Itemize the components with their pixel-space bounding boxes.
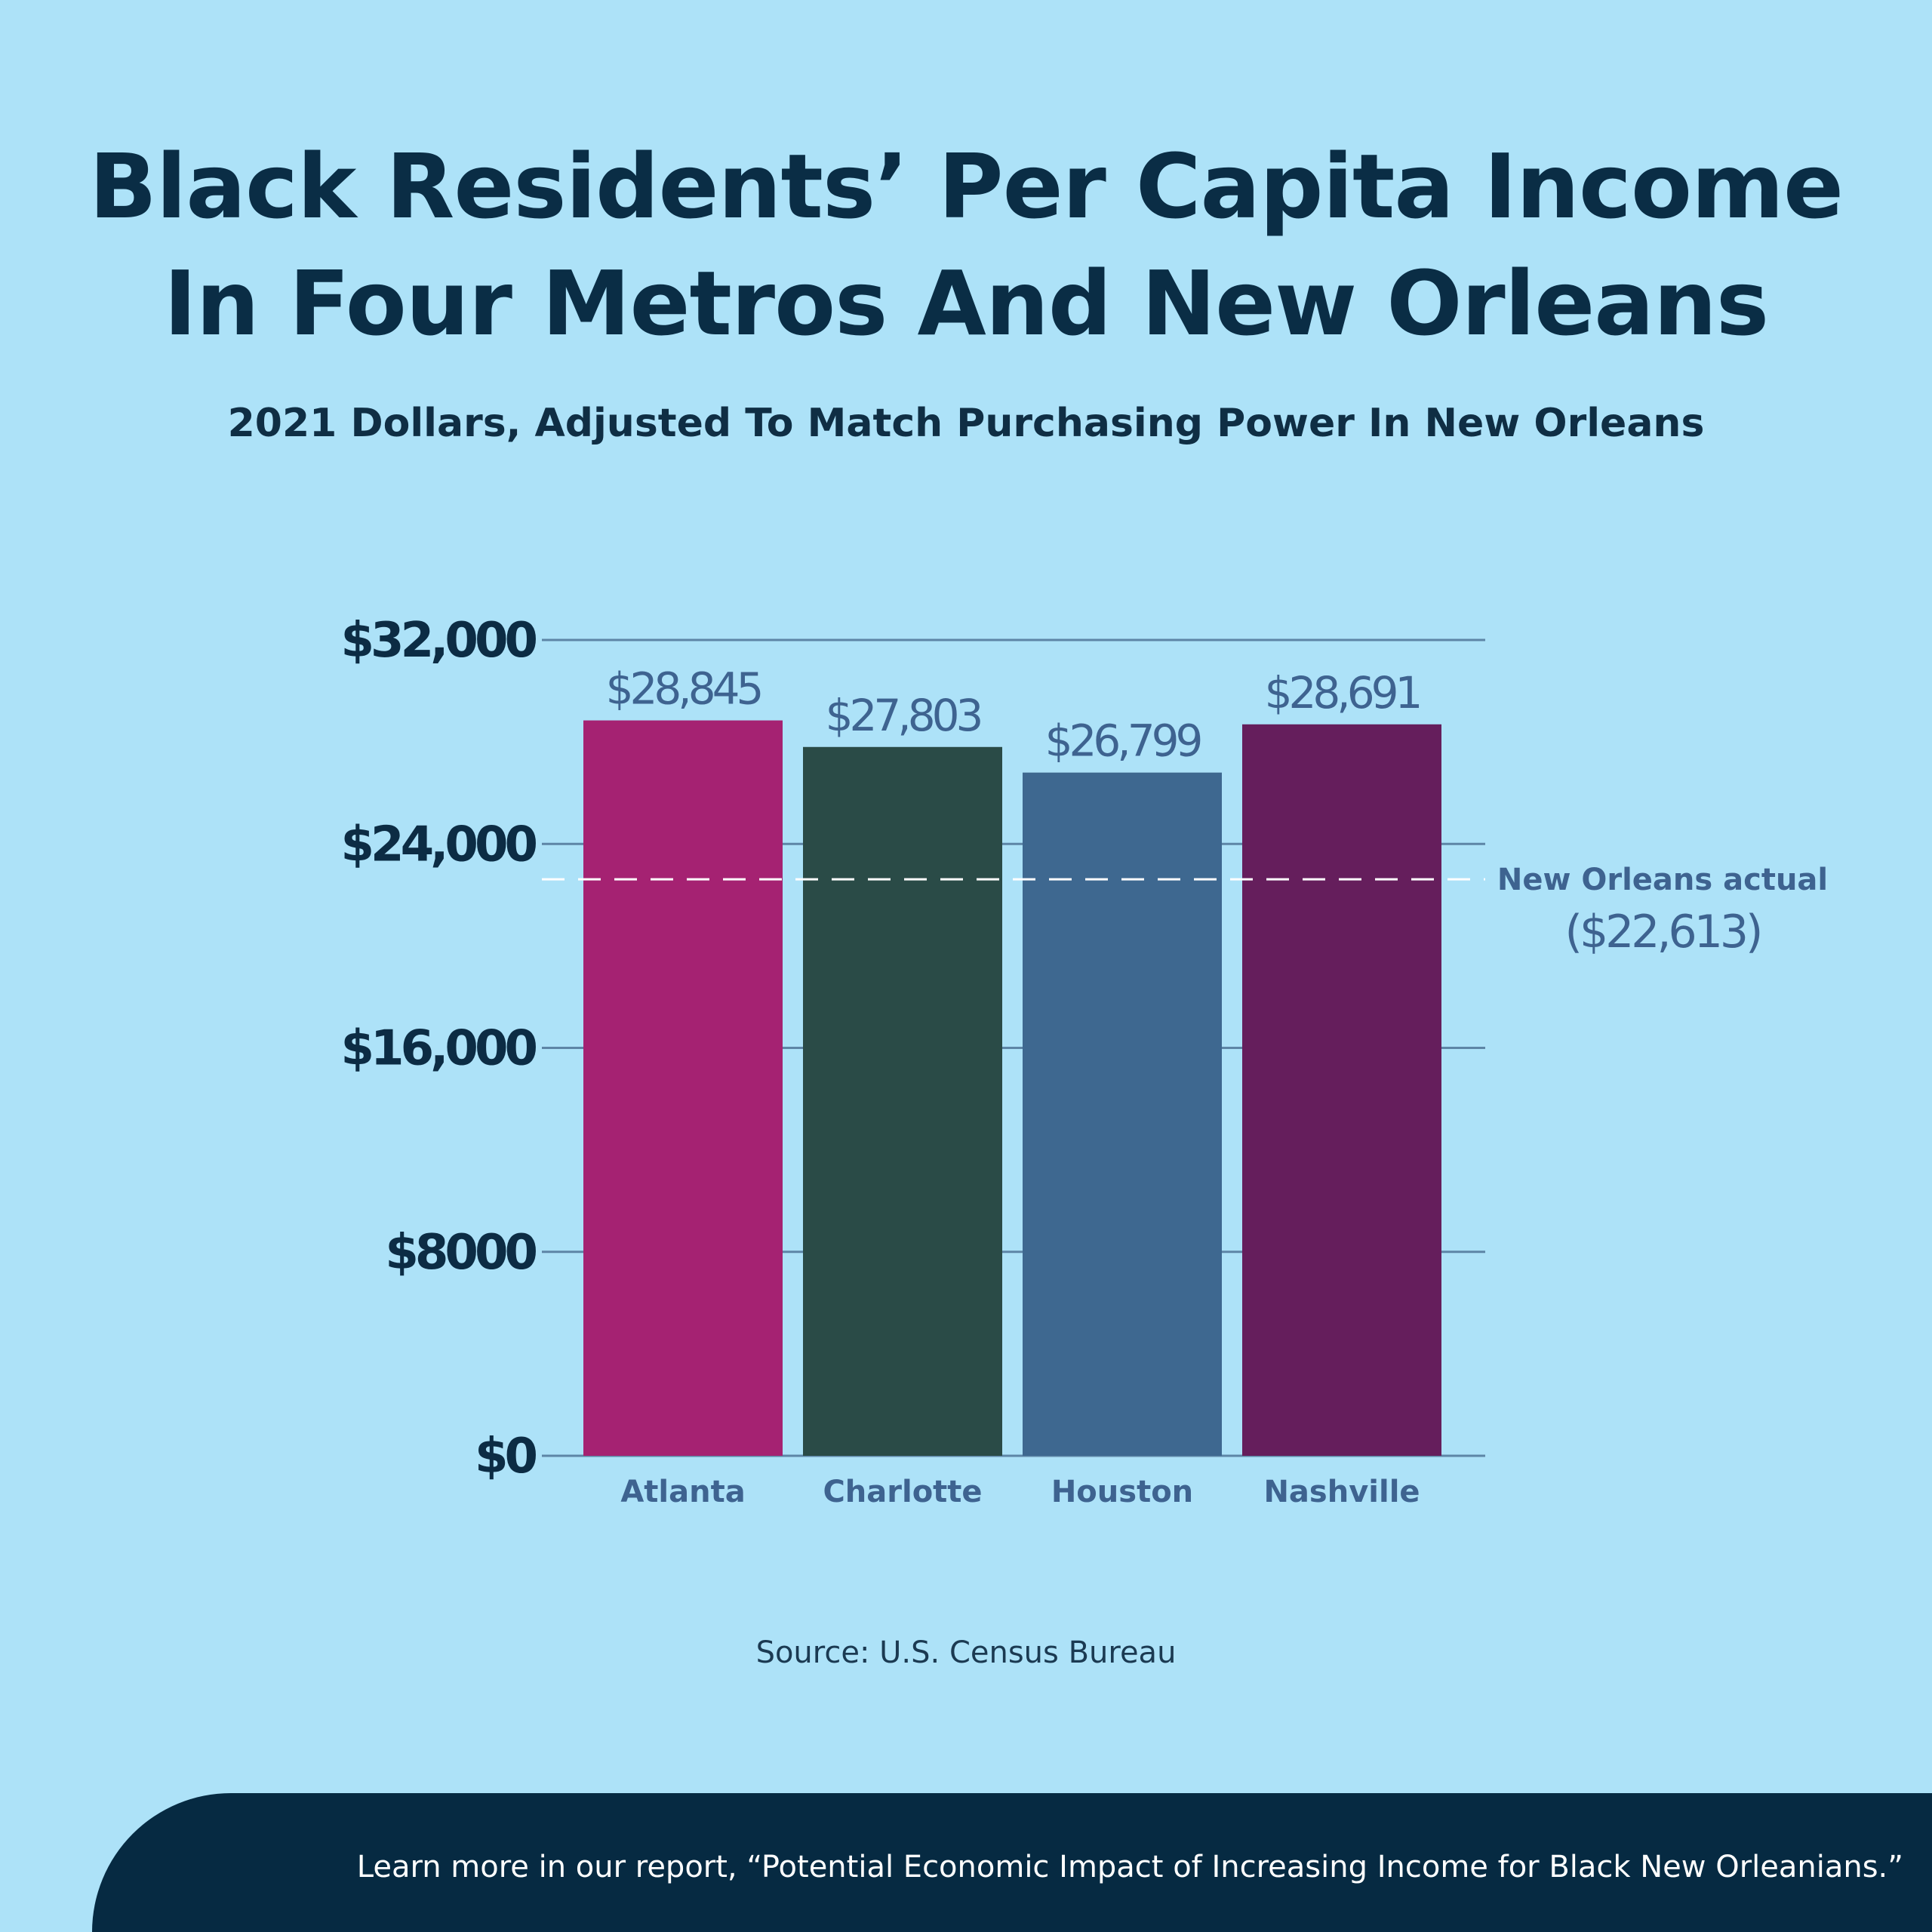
x-category-label-atlanta: Atlanta	[620, 1475, 745, 1509]
x-category-label-charlotte: Charlotte	[823, 1475, 982, 1509]
chart-title-line-2: In Four Metros And New Orleans	[163, 251, 1769, 355]
footer-report-link[interactable]: Learn more in our report, “Potential Eco…	[356, 1850, 1903, 1884]
reference-line-group: New Orleans actual ($22,613)	[542, 863, 1828, 958]
reference-line-value: ($22,613)	[1565, 906, 1761, 958]
footer-banner: Learn more in our report, “Potential Eco…	[92, 1793, 1932, 1932]
chart-title-line-1: Black Residents’ Per Capita Income	[88, 134, 1844, 238]
y-tick-label: $24,000	[341, 817, 537, 872]
bar-atlanta	[583, 720, 783, 1456]
reference-line-label: New Orleans actual	[1497, 863, 1828, 897]
labels: $0 $8000 $16,000 $24,000 $32,000 $28,845 Atlan…	[341, 613, 1423, 1509]
bar-houston	[1023, 772, 1222, 1456]
value-label-houston: $26,799	[1045, 715, 1201, 767]
y-tick-label: $16,000	[341, 1021, 537, 1077]
value-label-nashville: $28,691	[1265, 667, 1420, 718]
bar-nashville	[1242, 724, 1441, 1456]
value-label-atlanta: $28,845	[606, 663, 761, 715]
x-category-label-houston: Houston	[1051, 1475, 1193, 1509]
y-tick-label: $0	[475, 1429, 537, 1484]
chart-subtitle: 2021 Dollars, Adjusted To Match Purchasi…	[227, 401, 1705, 446]
x-category-label-nashville: Nashville	[1263, 1475, 1420, 1509]
y-tick-label: $32,000	[341, 613, 537, 669]
chart-title: Black Residents’ Per Capita Income In Fo…	[0, 128, 1932, 362]
y-tick-label: $8000	[385, 1225, 536, 1281]
source-note: Source: U.S. Census Bureau	[755, 1635, 1177, 1670]
bars	[583, 720, 1441, 1456]
value-label-charlotte: $27,803	[826, 690, 981, 741]
bar-charlotte	[803, 746, 1002, 1456]
